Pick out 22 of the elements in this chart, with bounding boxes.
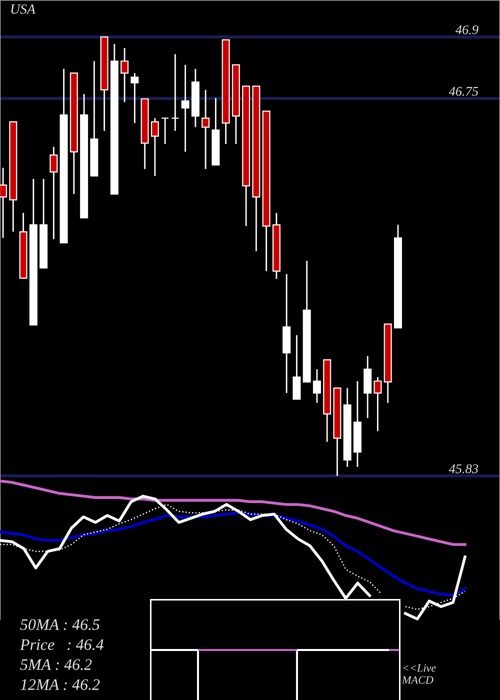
candlestick <box>312 368 321 404</box>
candlestick <box>161 117 170 145</box>
ref-line-label: 46.75 <box>448 86 478 96</box>
text: Price : 46.4 <box>20 639 104 650</box>
text: <<Live MACD <box>402 664 436 684</box>
text: 50MA : 46.5 <box>20 619 100 630</box>
candlestick <box>120 47 129 103</box>
text: 5MA : 46.2 <box>20 659 92 670</box>
candlestick <box>364 355 372 419</box>
candlestick <box>150 117 159 177</box>
candlestick <box>50 146 58 240</box>
candlestick <box>0 167 8 239</box>
candlestick <box>171 53 180 132</box>
ref-line-label: 45.83 <box>448 464 478 474</box>
candlestick <box>374 376 382 432</box>
chart-title: USA <box>11 4 36 14</box>
candlestick <box>202 89 210 170</box>
candlestick <box>181 64 190 152</box>
text: 12MA : 46.2 <box>20 679 100 690</box>
candlestick <box>292 334 301 400</box>
ref-line-label: 46.9 <box>455 25 478 34</box>
candlestick <box>130 72 139 124</box>
